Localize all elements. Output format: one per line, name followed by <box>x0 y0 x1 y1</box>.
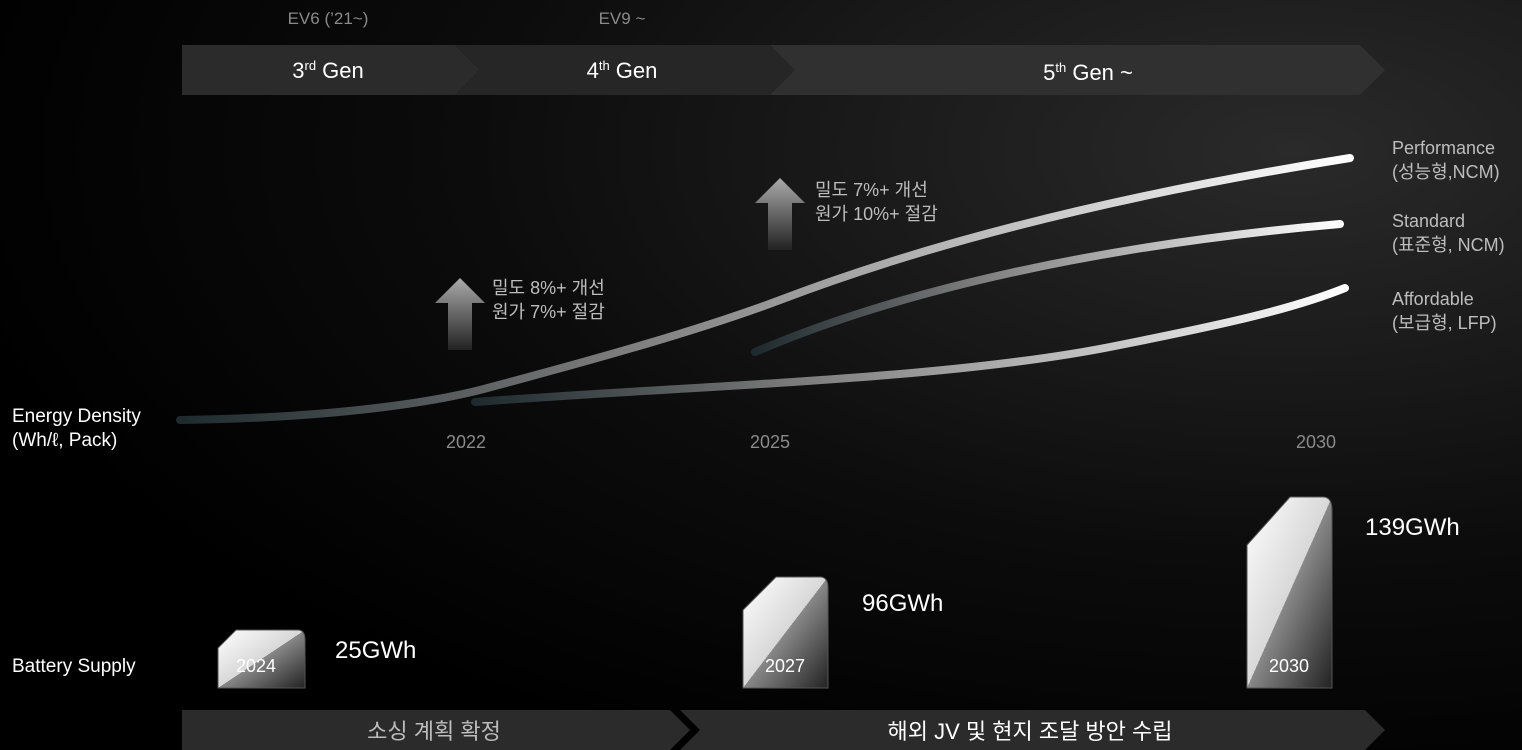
gen-text: Gen <box>316 58 364 83</box>
improvement-text: 밀도 7%+ 개선 <box>815 180 928 200</box>
phase-banner <box>182 710 690 750</box>
line-type: (보급형, LFP) <box>1392 313 1497 333</box>
gen-label: 4th Gen <box>587 58 658 83</box>
gen-suffix: th <box>1055 60 1066 75</box>
standard-curve <box>751 220 1344 356</box>
gen-banner <box>455 45 795 95</box>
gen-text: Gen ~ <box>1066 60 1133 85</box>
axis-label: (Wh/ℓ, Pack) <box>12 430 117 451</box>
supply-label: Battery Supply <box>12 656 136 677</box>
improvement-text: 밀도 8%+ 개선 <box>492 278 605 298</box>
up-arrow <box>755 178 805 250</box>
supply-year: 2024 <box>236 656 276 676</box>
model-label: EV9 ~ <box>599 9 646 28</box>
line-name: Affordable <box>1392 289 1474 309</box>
battery-cell <box>1246 496 1333 689</box>
gen-banner <box>770 45 1385 95</box>
axis-label: Energy Density <box>12 406 141 427</box>
gen-number: 4 <box>587 58 599 83</box>
model-label: EV6 (’21~) <box>288 9 369 28</box>
supply-amount: 139GWh <box>1365 514 1460 541</box>
line-type: (성능형,NCM) <box>1392 162 1500 182</box>
gen-banner <box>182 45 480 95</box>
line-name: Performance <box>1392 138 1495 158</box>
supply-amount: 96GWh <box>862 590 943 617</box>
improvement-text: 원가 10%+ 절감 <box>815 204 938 224</box>
improvement-text: 원가 7%+ 절감 <box>492 302 605 322</box>
year-label: 2025 <box>750 432 790 452</box>
phase-banner <box>680 710 1385 750</box>
battery-cell <box>217 629 306 689</box>
supply-year: 2030 <box>1269 656 1309 676</box>
up-arrow <box>435 278 485 350</box>
gen-number: 3 <box>292 58 304 83</box>
supply-year: 2027 <box>765 656 805 676</box>
gen-text: Gen <box>610 58 658 83</box>
gen-suffix: th <box>599 58 610 73</box>
performance-curve <box>176 154 1354 424</box>
phase-label: 해외 JV 및 현지 조달 방안 수립 <box>888 719 1173 744</box>
line-type: (표준형, NCM) <box>1392 235 1505 255</box>
gen-number: 5 <box>1043 60 1055 85</box>
supply-amount: 25GWh <box>335 637 416 664</box>
gen-label: 3rd Gen <box>292 58 364 83</box>
year-label: 2022 <box>446 432 486 452</box>
year-label: 2030 <box>1296 432 1336 452</box>
phase-label: 소싱 계획 확정 <box>367 719 501 744</box>
gen-suffix: rd <box>304 58 316 73</box>
line-name: Standard <box>1392 211 1465 231</box>
gen-label: 5th Gen ~ <box>1043 60 1133 85</box>
battery-cell <box>742 576 829 689</box>
affordable-curve <box>471 284 1349 406</box>
